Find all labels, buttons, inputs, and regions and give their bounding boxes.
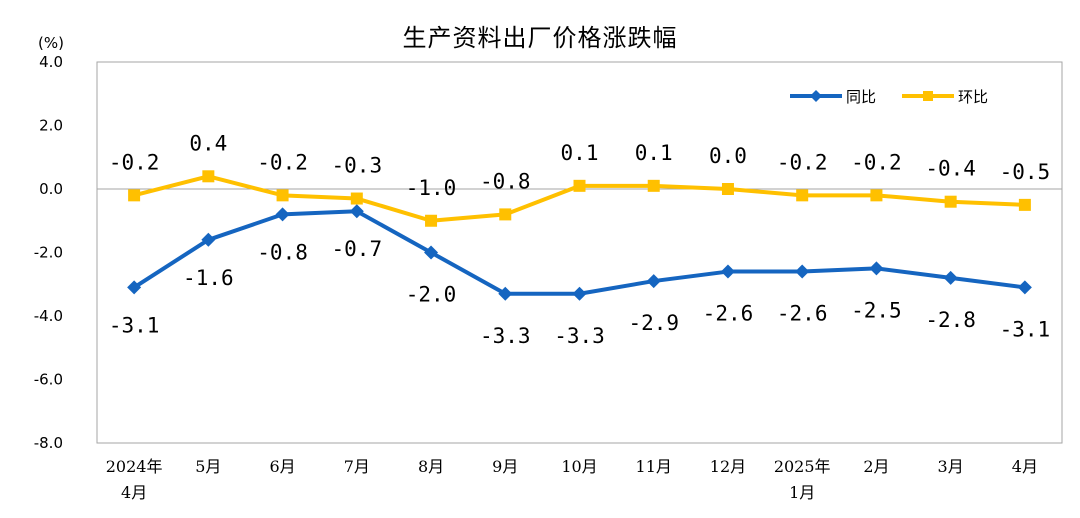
y-tick-label: -4.0 [34, 307, 63, 325]
data-label-yoy: -0.7 [332, 237, 383, 261]
y-tick-label: 0.0 [39, 180, 63, 198]
data-label-mom: -0.3 [332, 154, 383, 178]
x-tick-label: 2月 [863, 457, 889, 476]
data-label-yoy: -3.1 [1000, 317, 1051, 341]
data-label-mom: -0.5 [1000, 160, 1051, 184]
data-point-yoy [201, 232, 216, 247]
y-tick-label: 2.0 [39, 117, 63, 135]
data-label-mom: -0.4 [925, 157, 976, 181]
data-label-yoy: -2.8 [925, 308, 976, 332]
data-point-yoy [1017, 280, 1032, 295]
y-tick-label: 4.0 [39, 53, 63, 71]
data-label-yoy: -3.3 [480, 324, 531, 348]
data-label-mom: 0.1 [561, 141, 599, 165]
data-point-mom [721, 183, 734, 195]
x-tick-label: 2024年 4月 [106, 457, 163, 502]
x-tick-label: 6月 [269, 457, 295, 476]
x-tick-label: 3月 [938, 457, 964, 476]
data-label-yoy: -2.5 [851, 298, 902, 322]
x-tick-label: 5月 [195, 457, 221, 476]
legend-item-mom-label: 环比 [958, 88, 988, 106]
data-label-mom: 0.0 [709, 144, 747, 168]
data-label-mom: -0.2 [851, 150, 902, 174]
data-label-mom: -0.8 [480, 169, 531, 193]
chart-title: 生产资料出厂价格涨跌幅 [402, 24, 678, 52]
plot-area-frame [96, 61, 1063, 444]
x-tick-label: 2025年 1月 [774, 457, 831, 502]
legend-item-yoy-marker [810, 90, 822, 102]
data-label-yoy: -3.3 [554, 324, 605, 348]
y-tick-label: -2.0 [34, 244, 63, 262]
data-point-yoy [646, 274, 661, 289]
data-label-yoy: -3.1 [109, 313, 160, 337]
data-point-yoy [943, 270, 958, 285]
data-label-yoy: -2.6 [777, 302, 828, 326]
data-label-mom: -0.2 [777, 150, 828, 174]
x-tick-label: 12月 [710, 457, 746, 476]
data-point-mom [573, 179, 586, 192]
data-label-mom: -1.0 [406, 176, 457, 200]
data-point-yoy [795, 264, 810, 279]
data-point-mom [647, 179, 660, 192]
data-point-yoy [127, 280, 142, 295]
data-point-mom [276, 189, 289, 202]
data-point-mom [128, 189, 141, 202]
x-tick-label: 8月 [418, 457, 444, 476]
data-point-mom [796, 189, 809, 202]
data-point-yoy [720, 264, 735, 279]
data-label-mom: -0.2 [109, 150, 160, 174]
x-tick-label: 7月 [344, 457, 370, 476]
data-point-yoy [275, 207, 290, 222]
data-point-mom [1018, 198, 1031, 211]
y-axis-unit-label: (%) [38, 34, 64, 52]
y-tick-label: -6.0 [34, 371, 63, 389]
data-point-mom [870, 189, 883, 202]
data-label-yoy: -0.8 [257, 240, 308, 264]
legend-item-yoy-label: 同比 [846, 88, 876, 106]
data-point-yoy [572, 286, 587, 301]
data-label-mom: 0.1 [635, 141, 673, 165]
legend-item-mom-marker [923, 91, 933, 101]
data-label-yoy: -1.6 [183, 266, 234, 290]
data-point-yoy [498, 286, 513, 301]
x-tick-label: 10月 [561, 457, 597, 476]
data-label-yoy: -2.6 [703, 302, 754, 326]
data-point-mom [202, 170, 215, 183]
data-label-mom: 0.4 [189, 131, 227, 155]
data-point-yoy [424, 245, 439, 260]
data-label-mom: -0.2 [257, 150, 308, 174]
data-label-yoy: -2.9 [628, 311, 679, 335]
data-point-yoy [869, 261, 884, 276]
x-tick-label: 9月 [492, 457, 518, 476]
x-tick-label: 4月 [1012, 457, 1038, 476]
data-point-mom [350, 192, 363, 205]
y-tick-label: -8.0 [34, 434, 63, 452]
data-label-yoy: -2.0 [406, 283, 457, 307]
data-point-mom [499, 208, 512, 221]
x-tick-label: 11月 [636, 457, 672, 476]
data-point-mom [944, 195, 957, 208]
data-point-yoy [349, 204, 364, 219]
data-point-mom [425, 214, 438, 227]
